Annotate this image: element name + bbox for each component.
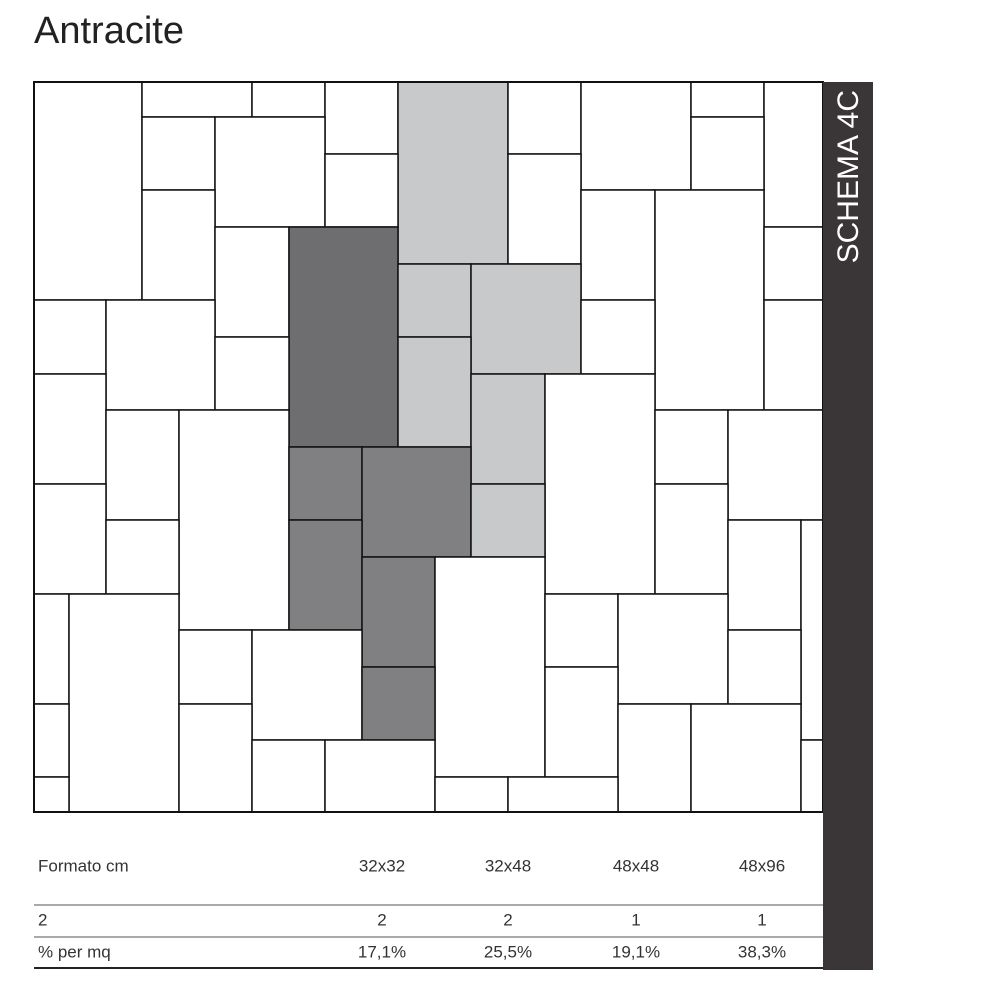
tile: [324, 739, 436, 813]
tile: [251, 81, 326, 118]
tile: [361, 556, 436, 668]
tile: [654, 483, 729, 595]
tile: [288, 519, 363, 631]
table-cell: 19,1%: [612, 942, 660, 961]
tile: [397, 263, 472, 338]
tile: [141, 81, 253, 118]
tile: [178, 629, 253, 705]
row-label: 2: [38, 910, 47, 929]
tile: [288, 446, 363, 521]
table-cell: 48x48: [613, 856, 659, 875]
tile: [361, 446, 472, 558]
tile: [763, 226, 824, 301]
tile: [800, 519, 824, 741]
tile: [544, 373, 656, 595]
tile: [690, 81, 765, 118]
row-label: % per mq: [38, 942, 111, 961]
tile: [763, 299, 824, 411]
tile: [288, 226, 399, 448]
tile: [141, 116, 216, 191]
tile: [507, 81, 582, 155]
tile: [544, 666, 619, 778]
tile: [105, 519, 180, 595]
tile: [397, 81, 509, 265]
tile: [33, 81, 143, 301]
tile: [727, 629, 802, 705]
table-cell: 32x48: [485, 856, 531, 875]
table-cell: 32x32: [359, 856, 405, 875]
tile: [214, 116, 326, 228]
tile: [33, 299, 107, 375]
table-cell: 17,1%: [358, 942, 406, 961]
tile: [580, 81, 692, 191]
side-label: SCHEMA 4C: [832, 90, 865, 263]
tile: [33, 593, 70, 705]
table-cell: 1: [757, 910, 766, 929]
tile: [251, 739, 326, 813]
tile: [178, 703, 253, 813]
tile: [33, 703, 70, 778]
table-cell: 38,3%: [738, 942, 786, 961]
tile: [324, 81, 399, 155]
tile: [617, 703, 692, 813]
tile: [690, 116, 765, 191]
tile: [33, 373, 107, 485]
tile: [33, 483, 107, 595]
table-cell: 48x96: [739, 856, 785, 875]
tile: [178, 409, 290, 631]
table-cell: 2: [503, 910, 512, 929]
side-band: [823, 82, 873, 970]
tile: [727, 409, 824, 521]
tile: [654, 409, 729, 485]
tile: [470, 263, 582, 375]
table-cell: 25,5%: [484, 942, 532, 961]
tile: [470, 483, 546, 558]
tile: [727, 519, 802, 631]
tile: [617, 593, 729, 705]
tile: [324, 153, 399, 228]
tile: [397, 336, 472, 448]
tile: [251, 629, 363, 741]
row-label: Formato cm: [38, 856, 129, 875]
tile: [105, 299, 216, 411]
format-table: Formato cm 32x32 32x48 48x48 48x96 2 2 2 1 1 % per…: [34, 856, 823, 969]
tile: [544, 593, 619, 668]
tile: [507, 153, 582, 265]
tile: [434, 776, 509, 813]
table-cell: 2: [377, 910, 386, 929]
tile: [214, 226, 290, 338]
tile: [105, 409, 180, 521]
tile: [580, 299, 656, 375]
tile: [507, 776, 619, 813]
table-cell: 1: [631, 910, 640, 929]
tile: [33, 776, 70, 813]
tile: [470, 373, 546, 485]
tile: [763, 81, 824, 228]
tile: [580, 189, 656, 301]
tile: [214, 336, 290, 411]
title: Antracite: [34, 10, 184, 52]
tile-grid: [33, 81, 824, 813]
tile: [654, 189, 765, 411]
tile: [361, 666, 436, 741]
tile: [434, 556, 546, 778]
tile: [690, 703, 802, 813]
tile: [141, 189, 216, 301]
tile: [800, 739, 824, 813]
tile: [68, 593, 180, 813]
